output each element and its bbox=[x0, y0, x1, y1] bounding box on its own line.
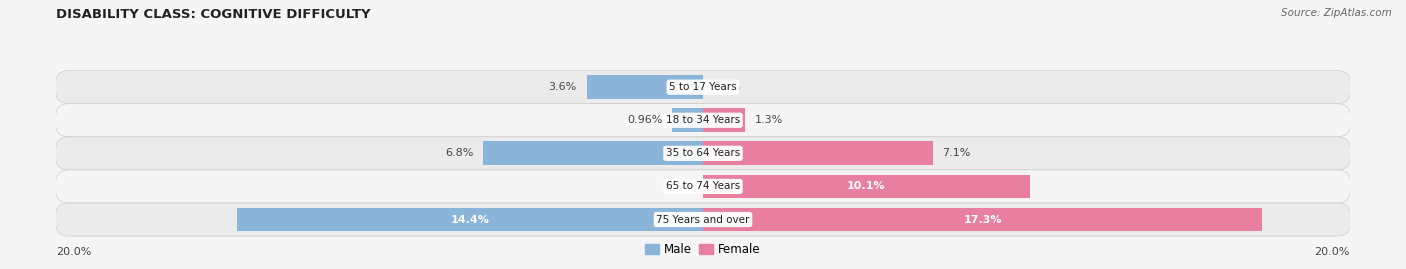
Text: 18 to 34 Years: 18 to 34 Years bbox=[666, 115, 740, 125]
Text: 75 Years and over: 75 Years and over bbox=[657, 214, 749, 225]
FancyBboxPatch shape bbox=[56, 104, 1350, 137]
Bar bbox=[703, 141, 932, 165]
Bar bbox=[703, 175, 1029, 198]
Text: Source: ZipAtlas.com: Source: ZipAtlas.com bbox=[1281, 8, 1392, 18]
Bar bbox=[703, 108, 745, 132]
Text: 3.6%: 3.6% bbox=[548, 82, 576, 92]
Bar bbox=[484, 141, 703, 165]
Legend: Male, Female: Male, Female bbox=[641, 238, 765, 260]
Text: 20.0%: 20.0% bbox=[56, 247, 91, 257]
Text: 0.0%: 0.0% bbox=[713, 82, 741, 92]
FancyBboxPatch shape bbox=[56, 70, 1350, 104]
Text: 6.8%: 6.8% bbox=[446, 148, 474, 158]
Text: 17.3%: 17.3% bbox=[963, 214, 1002, 225]
Text: DISABILITY CLASS: COGNITIVE DIFFICULTY: DISABILITY CLASS: COGNITIVE DIFFICULTY bbox=[56, 8, 371, 21]
Text: 35 to 64 Years: 35 to 64 Years bbox=[666, 148, 740, 158]
Text: 0.0%: 0.0% bbox=[665, 181, 693, 192]
Text: 7.1%: 7.1% bbox=[942, 148, 970, 158]
Bar bbox=[703, 208, 1263, 231]
Bar bbox=[238, 208, 703, 231]
Bar bbox=[586, 75, 703, 99]
Text: 10.1%: 10.1% bbox=[846, 181, 886, 192]
Text: 14.4%: 14.4% bbox=[451, 214, 489, 225]
Bar bbox=[672, 108, 703, 132]
Text: 5 to 17 Years: 5 to 17 Years bbox=[669, 82, 737, 92]
FancyBboxPatch shape bbox=[56, 137, 1350, 170]
Text: 0.96%: 0.96% bbox=[627, 115, 662, 125]
FancyBboxPatch shape bbox=[56, 203, 1350, 236]
FancyBboxPatch shape bbox=[56, 170, 1350, 203]
Text: 65 to 74 Years: 65 to 74 Years bbox=[666, 181, 740, 192]
Text: 20.0%: 20.0% bbox=[1315, 247, 1350, 257]
Text: 1.3%: 1.3% bbox=[755, 115, 783, 125]
